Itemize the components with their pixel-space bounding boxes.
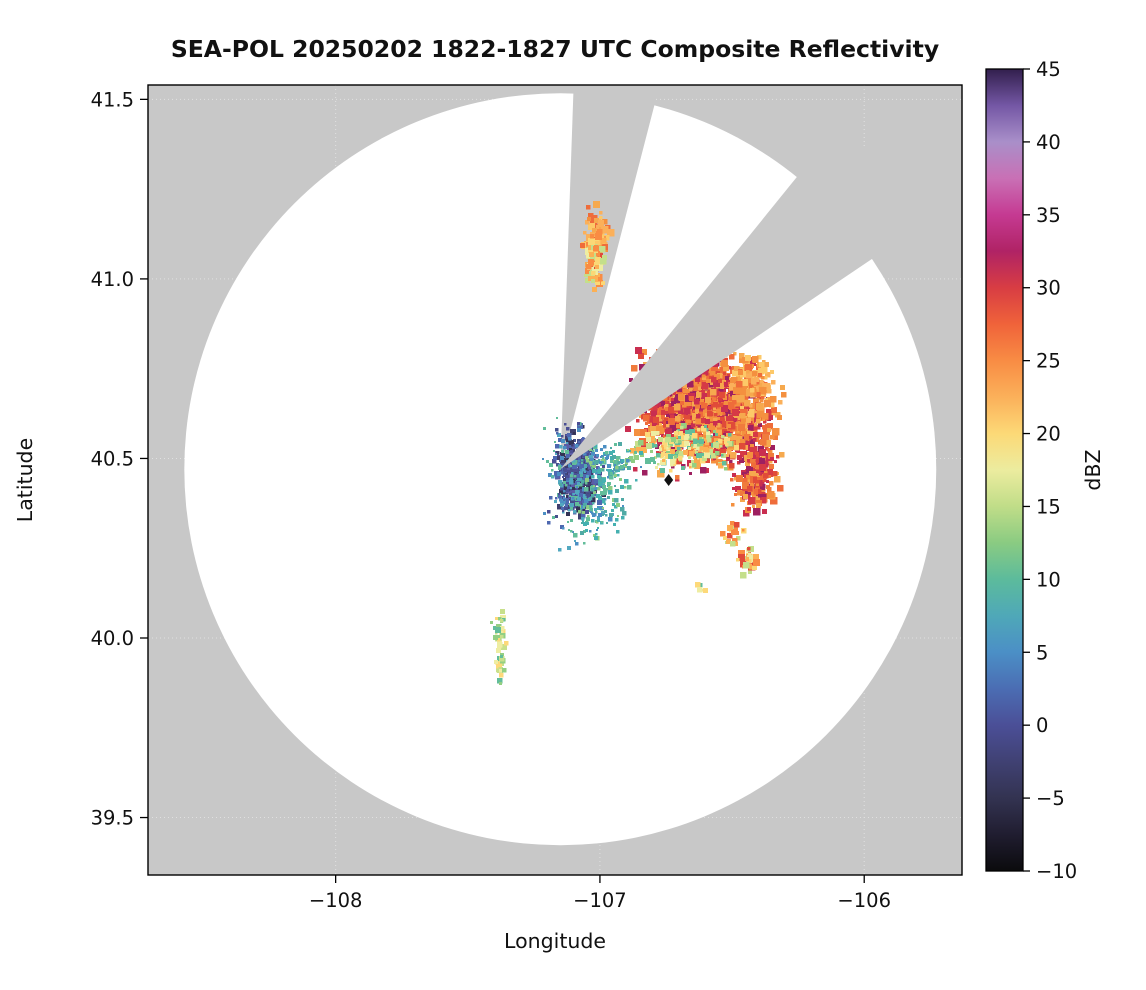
y-tick-label: 40.0 <box>91 627 134 650</box>
colorbar-tick-label: 20 <box>1036 423 1061 446</box>
blocked-sector-northeast <box>560 122 930 470</box>
colorbar-tick-label: 15 <box>1036 495 1061 518</box>
echo-cluster-teal-south <box>575 466 627 545</box>
y-tick-label: 39.5 <box>91 807 134 830</box>
echo-cluster-tiny-speck-south <box>695 582 709 594</box>
axes: −108 −107 −106 39.5 40.0 40.5 41.0 41.5 <box>91 88 891 912</box>
x-tick-label: −108 <box>309 889 363 912</box>
colorbar-tick-label: 25 <box>1036 350 1061 373</box>
colorbar-tick-label: 30 <box>1036 277 1061 300</box>
echo-cluster-ne-storm-ne-lobe <box>721 353 787 439</box>
colorbar-tick-label: 5 <box>1036 641 1048 664</box>
colorbar-label: dBZ <box>1081 449 1105 490</box>
echo-cluster-south-specks <box>490 609 509 685</box>
y-tick-label: 41.0 <box>91 268 134 291</box>
y-tick-label: 40.5 <box>91 447 134 470</box>
y-tick-label: 41.5 <box>91 88 134 111</box>
colorbar-tick-label: −10 <box>1036 860 1077 883</box>
colorbar-tick-label: −5 <box>1036 787 1065 810</box>
x-tick-label: −106 <box>837 889 891 912</box>
echo-cluster-ne-storm-south-fringe <box>613 421 740 473</box>
y-axis-label: Latitude <box>13 438 37 522</box>
colorbar-gradient <box>985 68 1024 872</box>
colorbar-tick-label: 0 <box>1036 714 1048 737</box>
echo-cluster-east-cell-low <box>730 464 784 517</box>
site-marker-diamond <box>664 474 674 486</box>
plot-frame <box>147 84 963 876</box>
x-tick-label: −107 <box>573 889 627 912</box>
colorbar-tick-label: 35 <box>1036 204 1061 227</box>
colorbar: −10 −5 0 5 10 15 20 25 30 35 40 45 dBZ <box>985 58 1105 883</box>
plot-title: SEA-POL 20250202 1822-1827 UTC Composite… <box>171 35 939 63</box>
colorbar-tick-label: 10 <box>1036 568 1061 591</box>
echo-cluster-specks-east-low <box>720 521 747 547</box>
echo-cluster-teal-bridge <box>559 441 643 491</box>
colorbar-ticks: −10 −5 0 5 10 15 20 25 30 35 40 45 <box>1023 58 1077 883</box>
colorbar-tick-label: 40 <box>1036 131 1061 154</box>
blocked-sector-north <box>560 85 660 470</box>
colorbar-tick-label: 45 <box>1036 58 1061 81</box>
echo-cluster-small-cell-southeast <box>736 546 761 579</box>
x-axis-label: Longitude <box>504 929 606 953</box>
radar-field <box>148 85 962 875</box>
echo-cluster-north-patch-bottom <box>584 229 608 292</box>
